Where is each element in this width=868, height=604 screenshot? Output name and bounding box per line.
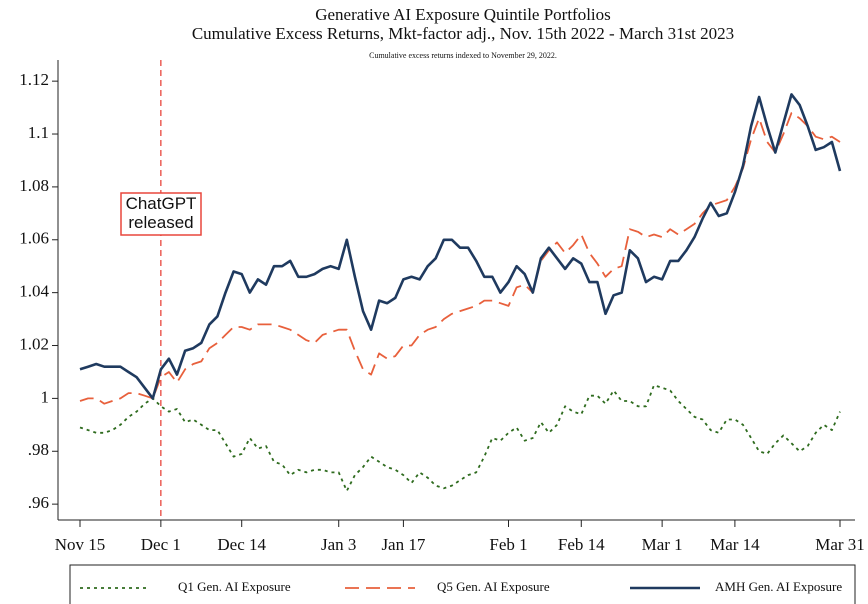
x-tick-label: Jan 17: [381, 535, 425, 554]
x-tick-label: Mar 1: [642, 535, 683, 554]
y-tick-label: 1.12: [19, 70, 49, 89]
y-tick-label: 1.06: [19, 229, 49, 248]
x-tick-label: Nov 15: [55, 535, 106, 554]
series-line: [79, 93, 842, 400]
x-tick-label: Dec 14: [217, 535, 266, 554]
y-tick-label: 1.02: [19, 334, 49, 353]
annotation-text: released: [128, 213, 193, 232]
legend-label: Q1 Gen. AI Exposure: [178, 579, 291, 594]
series-line: [79, 112, 841, 405]
legend-label: AMH Gen. AI Exposure: [715, 579, 842, 594]
annotation-box: [120, 192, 202, 236]
chart-note: Cumulative excess returns indexed to Nov…: [369, 51, 557, 60]
y-tick-label: .98: [28, 440, 49, 459]
x-tick-label: Jan 3: [321, 535, 356, 554]
annotation-text: ChatGPT: [126, 194, 197, 213]
x-tick-label: Feb 1: [489, 535, 527, 554]
legend-box: [69, 564, 856, 604]
y-tick-label: 1: [41, 387, 50, 406]
x-tick-label: Mar 14: [710, 535, 760, 554]
y-tick-label: 1.08: [19, 176, 49, 195]
legend-label: Q5 Gen. AI Exposure: [437, 579, 550, 594]
chart-title: Generative AI Exposure Quintile Portfoli…: [315, 5, 611, 24]
x-tick-label: Feb 14: [558, 535, 605, 554]
y-tick-label: 1.04: [19, 282, 49, 301]
x-tick-label: Dec 1: [141, 535, 181, 554]
y-tick-label: 1.1: [28, 123, 49, 142]
series-line: [79, 384, 841, 492]
y-tick-label: .96: [28, 493, 49, 512]
x-tick-label: Mar 31: [815, 535, 865, 554]
chart-subtitle: Cumulative Excess Returns, Mkt-factor ad…: [192, 24, 734, 43]
